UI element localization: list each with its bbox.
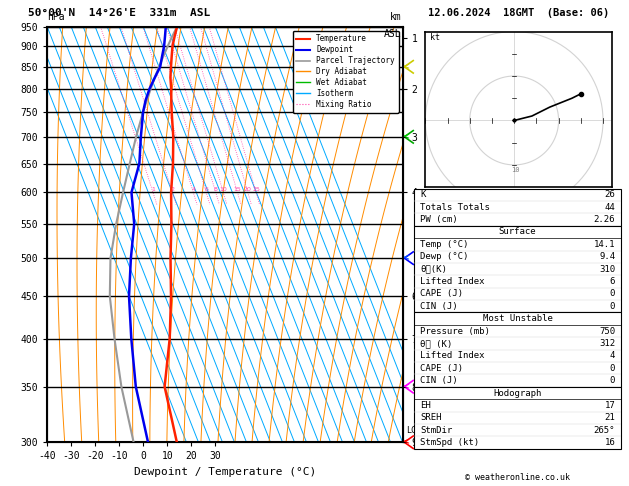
Text: Lifted Index: Lifted Index [420, 277, 484, 286]
Text: CIN (J): CIN (J) [420, 302, 458, 311]
Text: 312: 312 [599, 339, 615, 348]
Text: <: < [402, 438, 409, 447]
FancyBboxPatch shape [414, 387, 621, 449]
Text: 20: 20 [511, 211, 520, 218]
FancyBboxPatch shape [414, 312, 621, 387]
Text: hPa: hPa [47, 12, 65, 22]
Text: <: < [402, 382, 409, 391]
Text: km: km [389, 12, 401, 22]
Text: 0: 0 [610, 364, 615, 373]
Text: 310: 310 [599, 264, 615, 274]
Text: 20: 20 [244, 188, 252, 192]
Text: CIN (J): CIN (J) [420, 376, 458, 385]
Y-axis label: Mixing Ratio (g/kg): Mixing Ratio (g/kg) [452, 187, 461, 282]
Text: StmDir: StmDir [420, 426, 452, 435]
Text: 750: 750 [599, 327, 615, 336]
Text: 1: 1 [151, 188, 155, 192]
Text: 6: 6 [204, 188, 208, 192]
X-axis label: Dewpoint / Temperature (°C): Dewpoint / Temperature (°C) [134, 467, 316, 477]
Text: PW (cm): PW (cm) [420, 215, 458, 224]
Text: Dewp (°C): Dewp (°C) [420, 252, 469, 261]
Text: CAPE (J): CAPE (J) [420, 364, 463, 373]
Legend: Temperature, Dewpoint, Parcel Trajectory, Dry Adiabat, Wet Adiabat, Isotherm, Mi: Temperature, Dewpoint, Parcel Trajectory… [292, 31, 399, 113]
Text: K: K [420, 190, 425, 199]
Text: 14.1: 14.1 [594, 240, 615, 249]
Text: Most Unstable: Most Unstable [482, 314, 553, 323]
Text: 8: 8 [214, 188, 218, 192]
Text: © weatheronline.co.uk: © weatheronline.co.uk [465, 473, 570, 482]
Text: 4: 4 [610, 351, 615, 361]
Text: <: < [402, 62, 409, 71]
Text: EH: EH [420, 401, 431, 410]
Text: 10: 10 [511, 167, 520, 173]
Text: 26: 26 [604, 190, 615, 199]
Text: <: < [402, 254, 409, 262]
Text: 25: 25 [252, 188, 260, 192]
Text: 15: 15 [233, 188, 242, 192]
Text: Pressure (mb): Pressure (mb) [420, 327, 490, 336]
Text: 2: 2 [170, 188, 174, 192]
Text: 17: 17 [604, 401, 615, 410]
Text: <: < [402, 132, 409, 141]
Text: 50°00'N  14°26'E  331m  ASL: 50°00'N 14°26'E 331m ASL [28, 8, 211, 18]
Text: Temp (°C): Temp (°C) [420, 240, 469, 249]
Text: CAPE (J): CAPE (J) [420, 289, 463, 298]
FancyBboxPatch shape [414, 189, 621, 226]
FancyBboxPatch shape [414, 226, 621, 312]
Text: θᴄ (K): θᴄ (K) [420, 339, 452, 348]
Text: 44: 44 [604, 203, 615, 212]
Text: 6: 6 [610, 277, 615, 286]
Text: 0: 0 [610, 302, 615, 311]
Text: Totals Totals: Totals Totals [420, 203, 490, 212]
Text: 2.26: 2.26 [594, 215, 615, 224]
Text: 12.06.2024  18GMT  (Base: 06): 12.06.2024 18GMT (Base: 06) [428, 8, 610, 18]
Text: 30: 30 [511, 256, 520, 262]
Text: ASL: ASL [384, 29, 401, 39]
Text: LCL: LCL [406, 426, 421, 435]
Text: 0: 0 [610, 376, 615, 385]
Text: kt: kt [430, 34, 440, 42]
Text: 10: 10 [220, 188, 227, 192]
Text: SREH: SREH [420, 413, 442, 422]
Text: θᴄ(K): θᴄ(K) [420, 264, 447, 274]
Text: 16: 16 [604, 438, 615, 447]
Text: Surface: Surface [499, 227, 537, 237]
Text: 4: 4 [191, 188, 195, 192]
Text: 0: 0 [610, 289, 615, 298]
Text: Lifted Index: Lifted Index [420, 351, 484, 361]
Text: 265°: 265° [594, 426, 615, 435]
Text: 21: 21 [604, 413, 615, 422]
Text: Hodograph: Hodograph [494, 388, 542, 398]
Text: 9.4: 9.4 [599, 252, 615, 261]
Text: StmSpd (kt): StmSpd (kt) [420, 438, 479, 447]
